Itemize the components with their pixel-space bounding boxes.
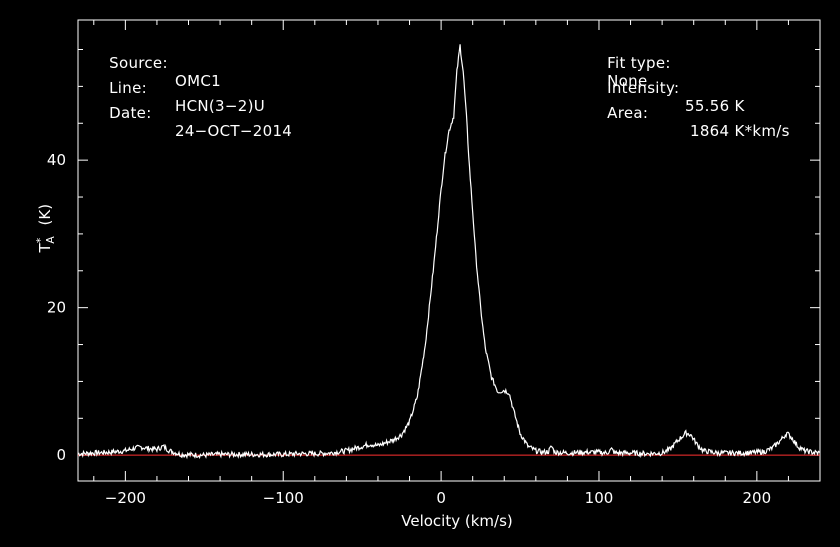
area-value: 1864 K*km/s bbox=[690, 122, 790, 140]
x-tick-label: −100 bbox=[263, 489, 304, 507]
x-tick-label: 0 bbox=[436, 489, 446, 507]
x-tick-label: 200 bbox=[743, 489, 772, 507]
date-value: 24−OCT−2014 bbox=[175, 122, 293, 140]
y-tick-label: 0 bbox=[56, 446, 66, 464]
fit-type-row: Fit type: None bbox=[597, 36, 671, 90]
area-row: Area: 1864 K*km/s bbox=[597, 86, 789, 140]
x-tick-label: −200 bbox=[105, 489, 146, 507]
line-row: Line: HCN(3−2)U bbox=[99, 61, 265, 115]
y-tick-label: 40 bbox=[47, 151, 66, 169]
spectrum-line bbox=[77, 44, 821, 460]
plot-frame bbox=[77, 19, 821, 482]
line-value: HCN(3−2)U bbox=[175, 97, 266, 115]
date-row: Date: 24−OCT−2014 bbox=[99, 86, 292, 140]
fit-type-label: Fit type: bbox=[607, 54, 671, 72]
x-axis-label: Velocity (km/s) bbox=[401, 512, 513, 530]
y-axis-label: T*A (K) bbox=[34, 203, 57, 253]
source-label: Source: bbox=[109, 54, 168, 72]
y-tick-label: 20 bbox=[47, 299, 66, 317]
line-label: Line: bbox=[109, 79, 147, 97]
area-label: Area: bbox=[607, 104, 649, 122]
source-row: Source: OMC1 bbox=[99, 36, 221, 90]
date-label: Date: bbox=[109, 104, 152, 122]
x-tick-label: 100 bbox=[585, 489, 614, 507]
intensity-label: Intensity: bbox=[607, 79, 680, 97]
source-value: OMC1 bbox=[175, 72, 221, 90]
fit-type-value: None bbox=[607, 72, 648, 90]
intensity-value: 55.56 K bbox=[685, 97, 745, 115]
intensity-row: Intensity: 55.56 K bbox=[597, 61, 744, 115]
